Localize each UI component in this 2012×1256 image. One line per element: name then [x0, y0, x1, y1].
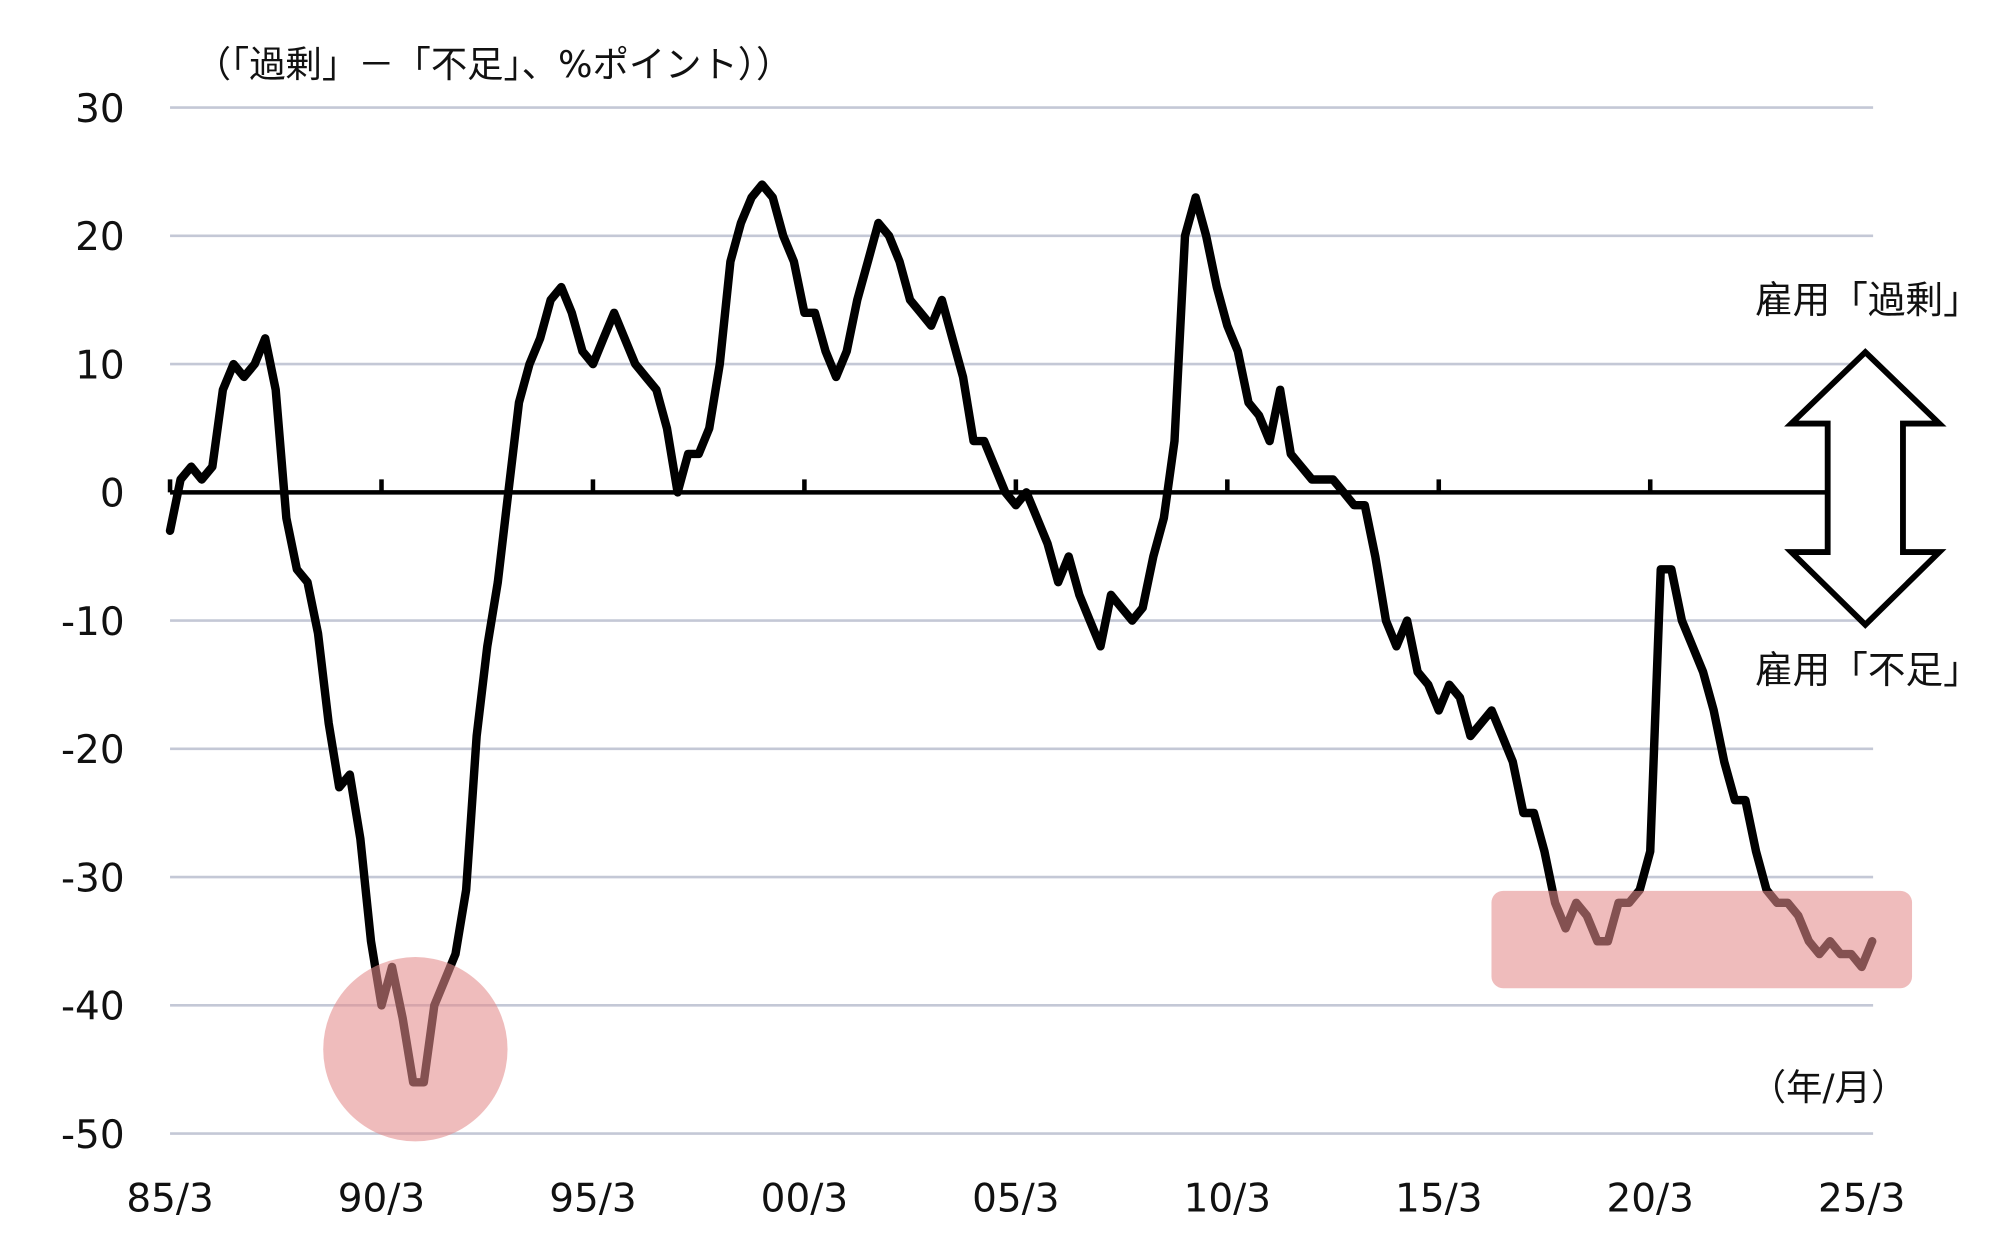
x-tick-label: 25/3	[1818, 1176, 1905, 1221]
y-tick-label: 30	[75, 87, 125, 132]
x-tick-label: 15/3	[1395, 1176, 1482, 1221]
y-tick-label: -10	[61, 600, 125, 645]
y-tick-label: 20	[75, 215, 125, 260]
x-tick-label: 10/3	[1184, 1176, 1271, 1221]
y-tick-label: -20	[61, 728, 125, 773]
y-tick-label: -50	[61, 1113, 125, 1158]
highlight-circle-1991-trough	[323, 957, 508, 1142]
x-tick-label: 85/3	[126, 1176, 213, 1221]
double-arrow-icon	[1784, 348, 1947, 629]
x-tick-label: 95/3	[549, 1176, 636, 1221]
x-tick-label: 00/3	[761, 1176, 848, 1221]
y-tick-label: -40	[61, 985, 125, 1030]
surplus-annotation: 雇用「過剰」	[1755, 278, 1981, 322]
y-tick-label: 10	[75, 343, 125, 388]
y-tick-label: -30	[61, 856, 125, 901]
x-axis-tick-labels: 85/3 90/3 95/3 00/3 05/3 10/3 15/3 20/3 25/3	[126, 1176, 1905, 1221]
y-axis-tick-labels: 30 20 10 0 -10 -20 -30 -40 -50	[61, 87, 125, 1158]
y-tick-label: 0	[100, 472, 125, 517]
highlight-rect-recent-shortage	[1491, 890, 1913, 989]
x-axis-unit-label: （年/月）	[1750, 1066, 1908, 1109]
x-tick-label: 20/3	[1607, 1176, 1694, 1221]
y-axis-unit-label: （「過剰」－「不足」、%ポイント））	[195, 43, 793, 86]
shortage-annotation: 雇用「不足」	[1755, 648, 1981, 692]
x-tick-label: 90/3	[338, 1176, 425, 1221]
x-tick-label: 05/3	[972, 1176, 1059, 1221]
